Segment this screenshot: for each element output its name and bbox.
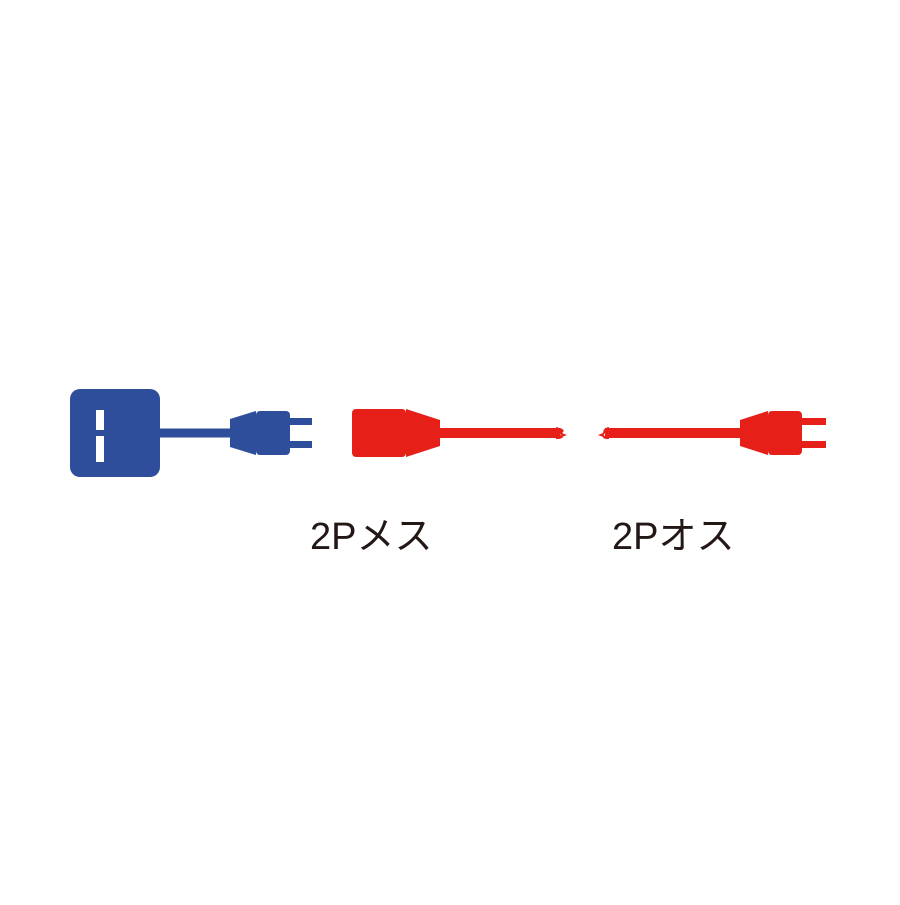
connector-diagram [0, 0, 900, 900]
red-male-plug-icon [740, 411, 826, 455]
diagram-canvas: 2Pメス 2Pオス [0, 0, 900, 900]
red-female-connector-icon [352, 409, 440, 457]
male-connector-label: 2Pオス [612, 505, 734, 560]
red-cable-left-icon [440, 428, 564, 438]
blue-plug-icon [230, 411, 312, 455]
red-cable-right-icon [601, 428, 740, 438]
outlet-tap-icon [70, 389, 160, 477]
blue-cable-icon [160, 429, 230, 438]
female-connector-label: 2Pメス [310, 505, 432, 560]
